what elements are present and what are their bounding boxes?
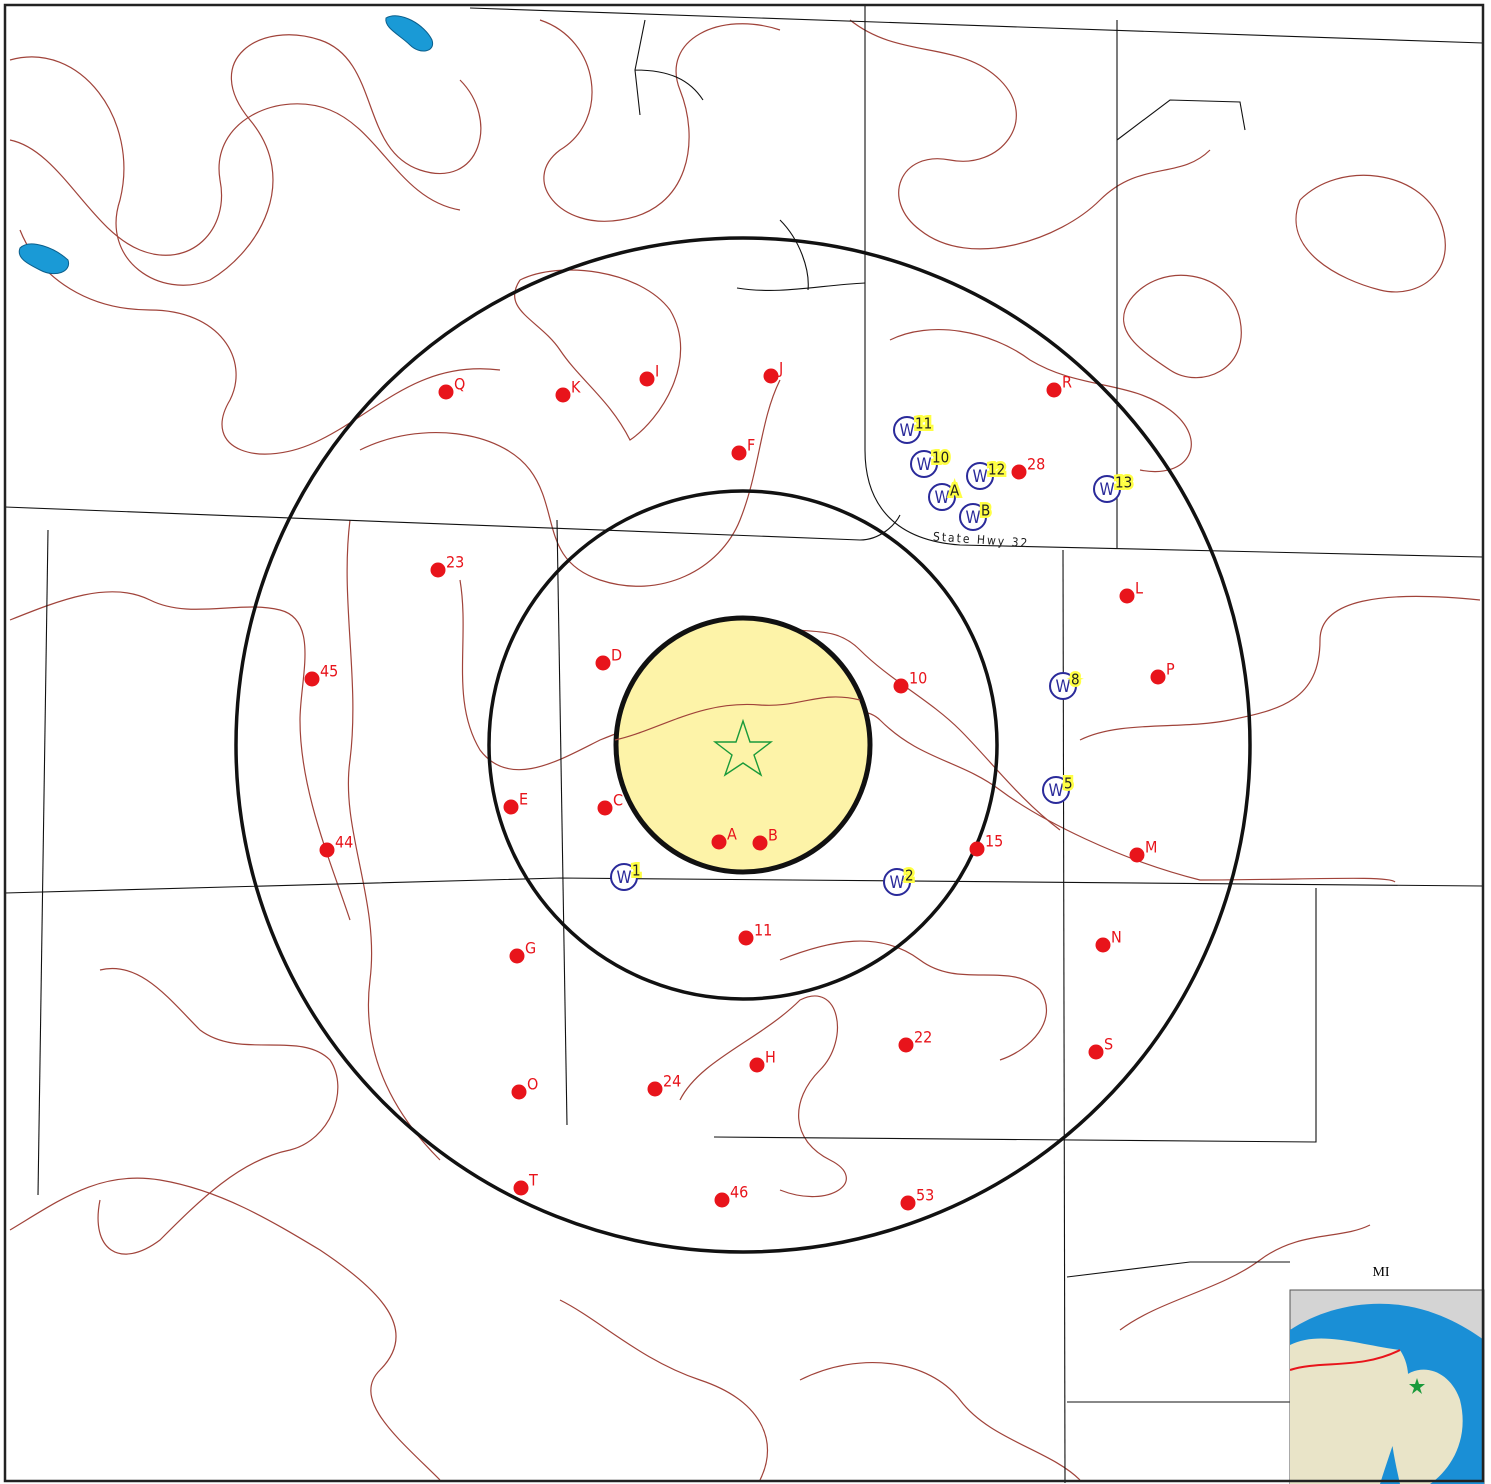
sample-point [753, 836, 768, 851]
sample-point [514, 1181, 529, 1196]
point-label: B [768, 826, 778, 845]
sample-point [732, 446, 747, 461]
well-symbol: W [1055, 677, 1070, 697]
point-label: 24 [663, 1072, 681, 1091]
point-label: 45 [320, 662, 338, 681]
well-label: 12 [988, 461, 1005, 479]
sample-point [894, 679, 909, 694]
sample-point [970, 842, 985, 857]
well-symbol: W [1099, 480, 1114, 500]
point-label: 22 [914, 1028, 932, 1047]
sample-point [504, 800, 519, 815]
sample-point [648, 1082, 663, 1097]
sample-point [715, 1193, 730, 1208]
inner-zone [616, 618, 870, 872]
well-symbol: W [934, 488, 949, 508]
point-label: D [611, 646, 622, 665]
well-symbol: W [889, 873, 904, 893]
sample-point [1096, 938, 1111, 953]
well-symbol: W [1048, 781, 1063, 801]
well-label: 5 [1064, 775, 1073, 793]
sample-point [439, 385, 454, 400]
sample-point [305, 672, 320, 687]
point-label: 10 [909, 669, 927, 688]
point-label: C [613, 791, 623, 810]
point-label: H [765, 1048, 776, 1067]
well-symbol: W [965, 508, 980, 528]
sample-point [512, 1085, 527, 1100]
sample-point [1120, 589, 1135, 604]
sample-point [510, 949, 525, 964]
sample-point [598, 801, 613, 816]
well-label: 13 [1115, 474, 1132, 492]
map: State Hwy 32 QKIJFR2823LD4510PEC44AB15M1… [0, 0, 1491, 1484]
well-symbol: W [972, 467, 987, 487]
point-label: P [1166, 660, 1175, 679]
well-label: 11 [915, 415, 932, 433]
point-label: J [778, 359, 783, 378]
point-label: 46 [730, 1183, 748, 1202]
point-label: 11 [754, 921, 772, 940]
sample-point [1089, 1045, 1104, 1060]
well-label: A [950, 482, 960, 500]
well-label: 1 [632, 862, 641, 880]
point-label: S [1104, 1035, 1113, 1054]
well-label: 8 [1071, 671, 1080, 689]
point-label: I [655, 362, 659, 381]
sample-point [764, 369, 779, 384]
sample-point [320, 843, 335, 858]
point-label: T [528, 1171, 538, 1190]
well-symbol: W [916, 455, 931, 475]
sample-point [750, 1058, 765, 1073]
point-label: 53 [916, 1186, 934, 1205]
well-symbol: W [899, 421, 914, 441]
point-label: K [571, 378, 581, 397]
well-symbol: W [616, 868, 631, 888]
sample-point [1012, 465, 1027, 480]
sample-point [901, 1196, 916, 1211]
well-label: 2 [905, 867, 914, 885]
sample-point [1047, 383, 1062, 398]
point-label: F [747, 436, 755, 455]
inset: MI [1290, 1265, 1484, 1484]
point-label: N [1111, 928, 1122, 947]
point-label: G [525, 939, 536, 958]
inset-label: MI [1372, 1265, 1389, 1280]
point-label: L [1135, 579, 1143, 598]
point-label: M [1145, 838, 1157, 857]
sample-point [556, 388, 571, 403]
point-label: 44 [335, 833, 353, 852]
sample-point [739, 931, 754, 946]
point-label: 15 [985, 832, 1003, 851]
point-label: 23 [446, 553, 464, 572]
sample-point [1151, 670, 1166, 685]
point-label: O [527, 1075, 538, 1094]
sample-point [640, 372, 655, 387]
sample-point [899, 1038, 914, 1053]
sample-point [1130, 848, 1145, 863]
sample-point [431, 563, 446, 578]
point-label: R [1062, 373, 1072, 392]
sample-point [712, 835, 727, 850]
sample-point [596, 656, 611, 671]
point-label: A [727, 825, 737, 844]
well-label: 10 [932, 449, 949, 467]
point-label: 28 [1027, 455, 1045, 474]
point-label: E [519, 790, 528, 809]
well-label: B [981, 502, 990, 520]
point-label: Q [454, 375, 465, 394]
